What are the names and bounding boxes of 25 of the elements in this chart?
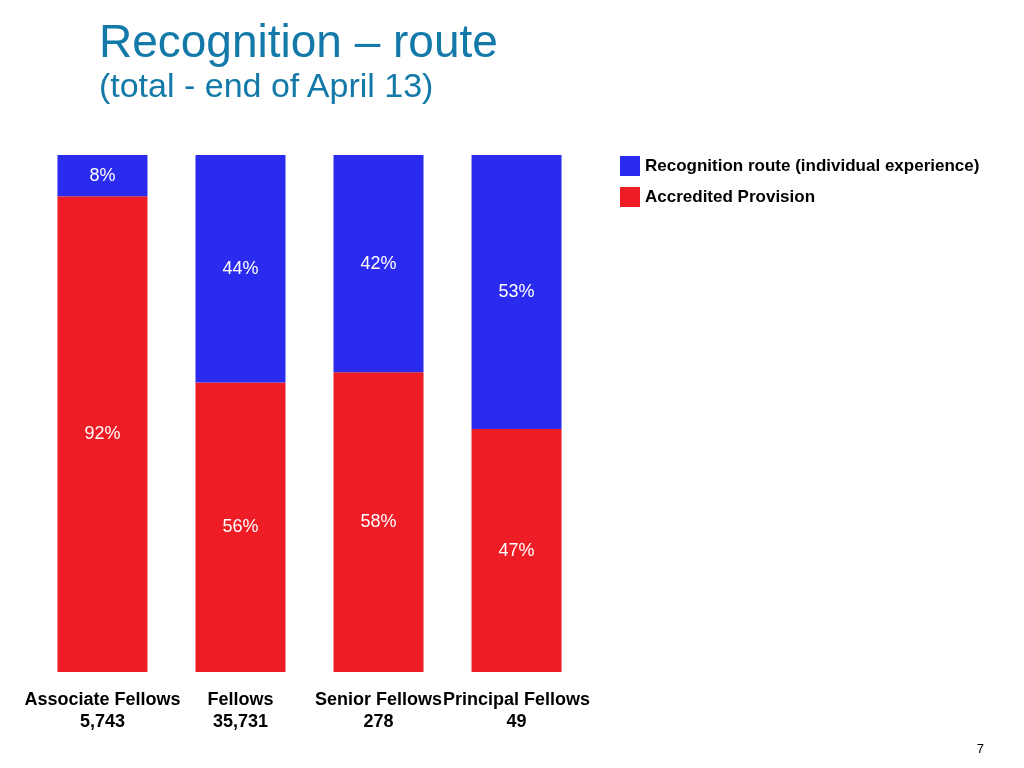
bar <box>195 155 286 383</box>
data-label: 53% <box>498 281 535 302</box>
x-tick-label: Fellows 35,731 <box>207 688 274 731</box>
data-label: 42% <box>360 252 397 273</box>
legend-label: Accredited Provision <box>645 187 816 206</box>
legend-label: Recognition route (individual experience) <box>645 156 980 175</box>
x-tick-label: Associate Fellows 5,743 <box>24 688 181 731</box>
chart-subtitle: (total - end of April 13) <box>98 66 434 104</box>
data-label: 58% <box>360 511 397 532</box>
text: 7 <box>976 741 984 756</box>
data-label: 8% <box>89 164 116 185</box>
data-label: 44% <box>222 257 259 278</box>
data-label: 56% <box>222 516 259 537</box>
bar <box>195 382 286 672</box>
bar <box>333 155 424 373</box>
bar <box>471 429 562 672</box>
chart-title: Recognition – route <box>98 15 498 67</box>
bar <box>333 372 424 672</box>
bar <box>57 155 148 197</box>
data-label: 47% <box>498 539 535 560</box>
bar <box>471 155 562 430</box>
x-tick-label: Senior Fellows 278 <box>315 688 443 731</box>
bar <box>57 196 148 672</box>
x-tick-label: Principal Fellows 49 <box>443 688 591 731</box>
data-label: 92% <box>84 423 121 444</box>
